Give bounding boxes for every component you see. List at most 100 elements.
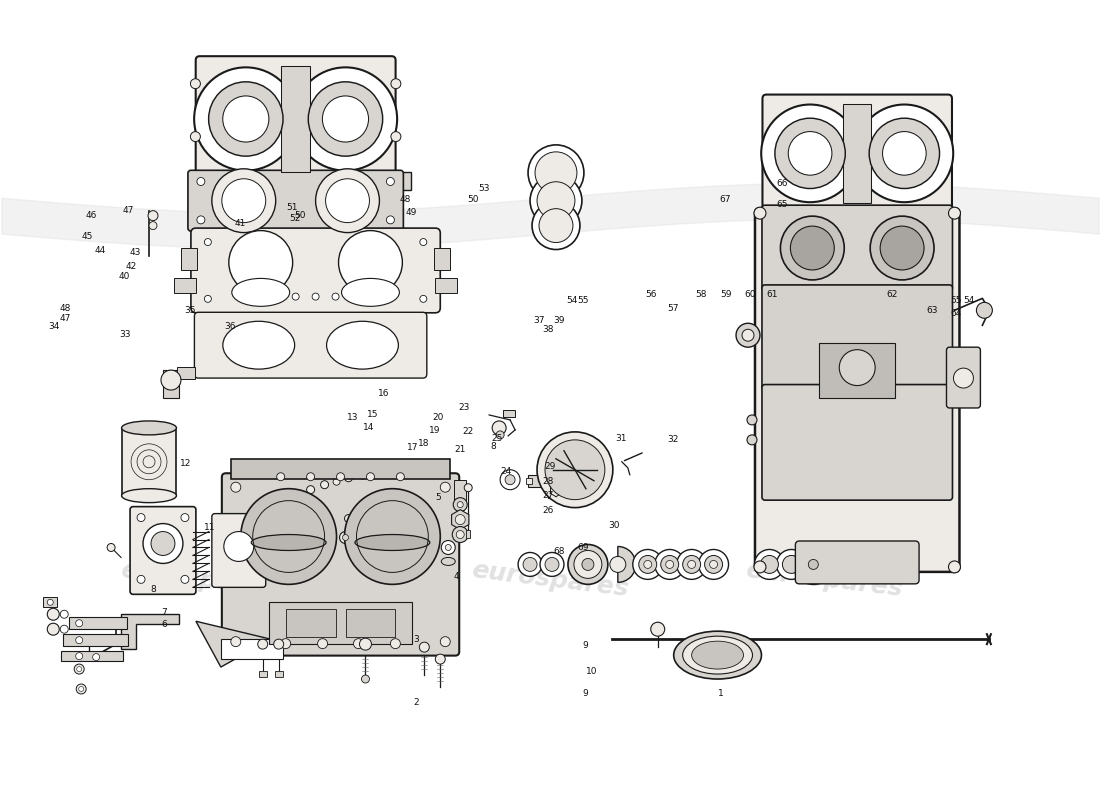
Circle shape [76, 637, 82, 644]
Bar [844, 104, 871, 202]
Bar [466, 530, 470, 538]
Circle shape [683, 555, 701, 574]
Circle shape [320, 525, 329, 533]
Text: 15: 15 [366, 410, 378, 419]
Text: 33: 33 [120, 330, 131, 339]
Circle shape [535, 152, 576, 194]
Text: 37: 37 [534, 316, 544, 325]
Bar [63, 634, 128, 646]
Circle shape [651, 622, 664, 636]
Circle shape [197, 178, 205, 186]
Text: 16: 16 [377, 389, 389, 398]
Circle shape [231, 482, 241, 492]
Circle shape [654, 550, 684, 579]
Text: 58: 58 [695, 290, 707, 299]
Circle shape [882, 131, 926, 175]
Circle shape [977, 302, 992, 318]
Circle shape [747, 415, 757, 425]
Text: 18: 18 [418, 439, 430, 448]
Circle shape [277, 473, 285, 481]
Text: 9: 9 [582, 641, 588, 650]
Circle shape [362, 675, 370, 683]
FancyBboxPatch shape [755, 208, 959, 572]
Circle shape [774, 118, 845, 189]
Circle shape [661, 555, 679, 574]
Text: 68: 68 [553, 547, 564, 556]
Text: 3: 3 [414, 634, 419, 644]
Text: 24: 24 [500, 467, 512, 476]
Bar [454, 480, 466, 500]
Circle shape [754, 561, 766, 573]
Circle shape [874, 550, 884, 560]
Text: 65: 65 [777, 200, 789, 209]
FancyBboxPatch shape [130, 506, 196, 594]
Circle shape [386, 178, 395, 186]
Circle shape [505, 474, 515, 485]
Bar [286, 610, 336, 637]
Text: 1: 1 [718, 689, 724, 698]
Text: 47: 47 [59, 314, 70, 323]
Circle shape [107, 543, 116, 551]
Circle shape [441, 541, 455, 554]
Bar [526, 478, 532, 484]
Bar [436, 278, 458, 293]
Circle shape [436, 654, 446, 664]
Circle shape [307, 486, 315, 494]
Circle shape [856, 105, 954, 202]
Circle shape [736, 323, 760, 347]
Text: 12: 12 [180, 459, 191, 468]
Circle shape [143, 523, 183, 563]
FancyBboxPatch shape [222, 474, 459, 656]
Text: eurospares: eurospares [470, 558, 630, 601]
Text: 66: 66 [777, 178, 789, 188]
FancyBboxPatch shape [762, 205, 953, 291]
Bar [275, 671, 283, 677]
Bar [180, 248, 197, 270]
Text: 42: 42 [125, 262, 136, 270]
Circle shape [666, 561, 673, 569]
Circle shape [777, 550, 806, 579]
Circle shape [802, 553, 825, 576]
FancyBboxPatch shape [195, 312, 427, 378]
Circle shape [755, 550, 784, 579]
Circle shape [452, 526, 469, 542]
Circle shape [307, 530, 315, 538]
Circle shape [446, 545, 451, 550]
Circle shape [76, 620, 82, 626]
Text: 17: 17 [407, 443, 419, 452]
Circle shape [161, 370, 180, 390]
Circle shape [318, 638, 328, 649]
Circle shape [360, 638, 372, 650]
Text: 60: 60 [744, 290, 756, 299]
Circle shape [908, 550, 917, 560]
Circle shape [782, 555, 801, 574]
Circle shape [151, 531, 175, 555]
Circle shape [229, 230, 293, 294]
Circle shape [518, 553, 542, 576]
FancyBboxPatch shape [762, 385, 953, 500]
Text: 51: 51 [286, 202, 298, 211]
Ellipse shape [122, 421, 176, 435]
Text: 25: 25 [492, 434, 503, 442]
Ellipse shape [692, 641, 744, 669]
Bar [345, 610, 395, 637]
Circle shape [190, 132, 200, 142]
Text: 27: 27 [542, 491, 553, 500]
Circle shape [47, 599, 53, 606]
Text: 23: 23 [459, 403, 470, 413]
Circle shape [223, 531, 254, 562]
Circle shape [209, 82, 283, 156]
Circle shape [312, 293, 319, 300]
Circle shape [524, 558, 537, 571]
FancyBboxPatch shape [946, 347, 980, 408]
Text: 22: 22 [462, 427, 473, 436]
Text: 28: 28 [542, 477, 553, 486]
Bar [268, 602, 412, 644]
Text: 43: 43 [130, 248, 141, 257]
Circle shape [74, 664, 85, 674]
Circle shape [223, 96, 268, 142]
Circle shape [540, 553, 564, 576]
Text: 47: 47 [123, 206, 134, 214]
Bar [258, 671, 266, 677]
Ellipse shape [683, 636, 752, 674]
